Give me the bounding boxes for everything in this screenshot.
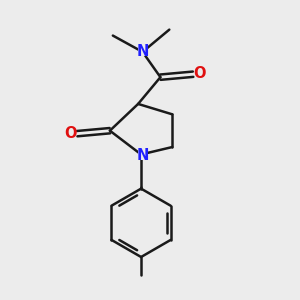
- FancyBboxPatch shape: [196, 69, 204, 78]
- FancyBboxPatch shape: [138, 150, 147, 160]
- Text: O: O: [64, 126, 77, 141]
- Text: O: O: [194, 66, 206, 81]
- Text: N: N: [136, 148, 149, 163]
- FancyBboxPatch shape: [138, 46, 147, 56]
- Text: N: N: [136, 44, 149, 59]
- FancyBboxPatch shape: [67, 129, 75, 138]
